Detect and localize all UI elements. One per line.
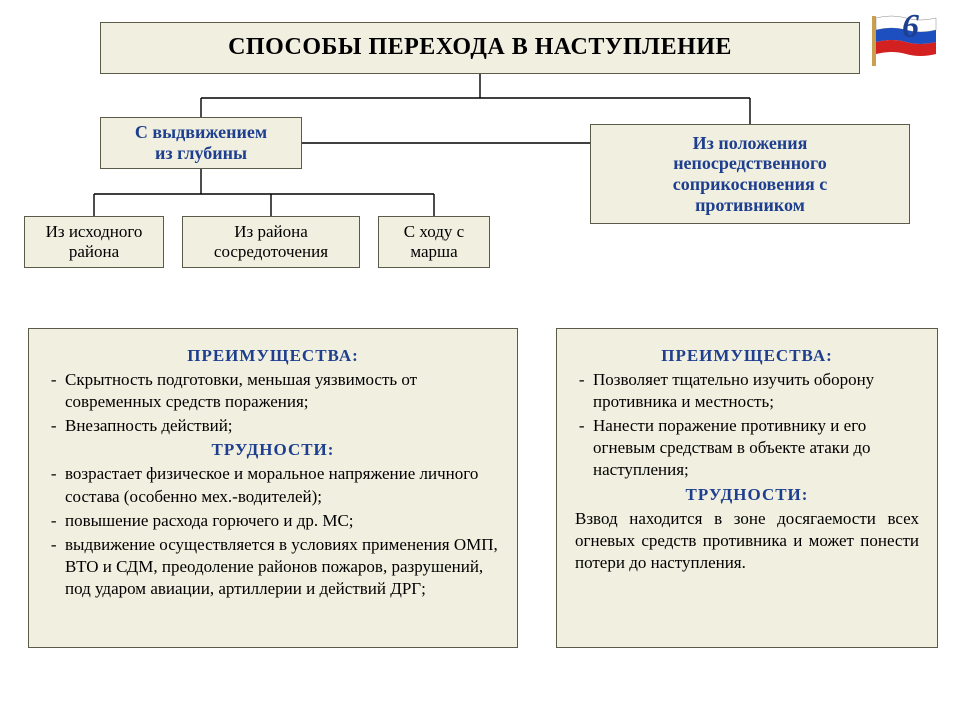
sub2-line2: сосредоточения	[214, 242, 328, 262]
node-sub-1: Из исходного района	[24, 216, 164, 268]
sub3-line2: марша	[404, 242, 464, 262]
list-item: Позволяет тщательно изучить оборону прот…	[593, 369, 919, 413]
node-sub-3: С ходу с марша	[378, 216, 490, 268]
panel-right: ПРЕИМУЩЕСТВА: Позволяет тщательно изучит…	[556, 328, 938, 648]
panel-right-dis-header: ТРУДНОСТИ:	[575, 484, 919, 506]
slide-number: 6	[902, 8, 919, 46]
panel-right-adv-list: Позволяет тщательно изучить оборону прот…	[575, 369, 919, 481]
right-header-line1: Из положения	[673, 133, 827, 154]
panel-left-dis-list: возрастает физическое и моральное напряж…	[47, 463, 499, 600]
node-left-header: С выдвижением из глубины	[100, 117, 302, 169]
diagram-title: СПОСОБЫ ПЕРЕХОДА В НАСТУПЛЕНИЕ	[100, 22, 860, 74]
sub2-line1: Из района	[214, 222, 328, 242]
sub1-line1: Из исходного	[46, 222, 143, 242]
panel-left-dis-header: ТРУДНОСТИ:	[47, 439, 499, 461]
panel-right-dis-text: Взвод находится в зоне досягаемости всех…	[575, 508, 919, 574]
right-header-line4: противником	[673, 195, 827, 216]
right-header-line3: соприкосновения с	[673, 174, 827, 195]
node-sub-2: Из района сосредоточения	[182, 216, 360, 268]
list-item: Внезапность действий;	[65, 415, 499, 437]
panel-right-adv-header: ПРЕИМУЩЕСТВА:	[575, 345, 919, 367]
list-item: выдвижение осуществляется в условиях при…	[65, 534, 499, 600]
right-header-line2: непосредственного	[673, 153, 827, 174]
node-right-header: Из положения непосредственного соприкосн…	[590, 124, 910, 224]
left-header-line1: С выдвижением	[135, 122, 267, 143]
sub1-line2: района	[46, 242, 143, 262]
left-header-line2: из глубины	[135, 143, 267, 164]
title-text: СПОСОБЫ ПЕРЕХОДА В НАСТУПЛЕНИЕ	[228, 34, 732, 62]
list-item: Скрытность подготовки, меньшая уязвимост…	[65, 369, 499, 413]
panel-left-adv-header: ПРЕИМУЩЕСТВА:	[47, 345, 499, 367]
panel-left-adv-list: Скрытность подготовки, меньшая уязвимост…	[47, 369, 499, 437]
panel-left: ПРЕИМУЩЕСТВА: Скрытность подготовки, мен…	[28, 328, 518, 648]
sub3-line1: С ходу с	[404, 222, 464, 242]
list-item: возрастает физическое и моральное напряж…	[65, 463, 499, 507]
list-item: повышение расхода горючего и др. МС;	[65, 510, 499, 532]
list-item: Нанести поражение противнику и его огнев…	[593, 415, 919, 481]
